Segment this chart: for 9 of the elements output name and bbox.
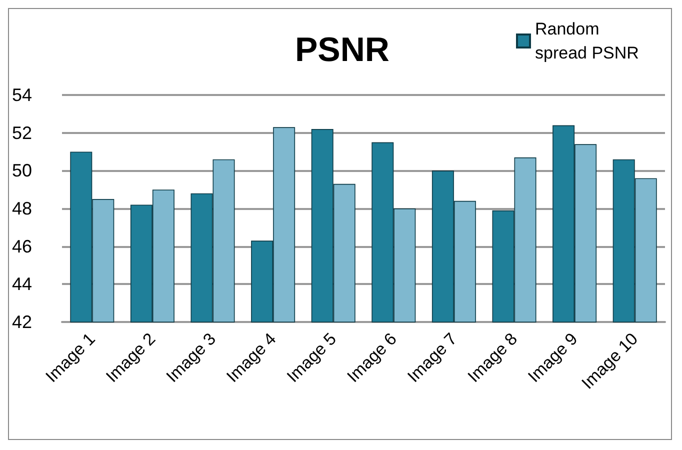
chart-title: PSNR — [295, 31, 390, 69]
y-tick-label: 46 — [12, 236, 32, 256]
y-tick-label: 50 — [12, 160, 32, 181]
legend-label: Random spread PSNR — [535, 20, 639, 62]
y-tick-label: 44 — [12, 274, 32, 294]
y-tick-label: 42 — [12, 312, 32, 332]
y-tick-label: 54 — [12, 85, 32, 105]
y-tick-label: 52 — [12, 122, 32, 143]
y-tick-label: 48 — [12, 198, 32, 218]
